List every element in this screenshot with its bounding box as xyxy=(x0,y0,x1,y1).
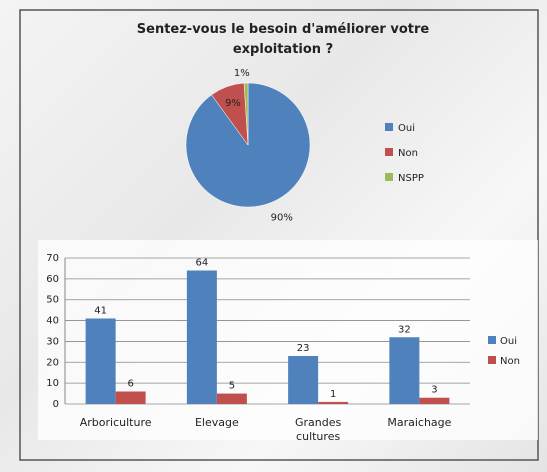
frame xyxy=(19,9,539,461)
y-tick-label: 40 xyxy=(46,316,59,327)
data-label: 1% xyxy=(234,68,250,79)
data-label: 5 xyxy=(229,381,235,392)
legend-swatch xyxy=(385,148,393,156)
data-label: 9% xyxy=(225,98,241,109)
legend-label: Oui xyxy=(500,336,517,347)
data-label: 32 xyxy=(398,324,411,335)
data-label: 64 xyxy=(196,258,209,269)
y-tick-label: 70 xyxy=(46,253,59,264)
bar xyxy=(186,270,217,404)
bar xyxy=(389,337,420,404)
bar xyxy=(318,401,349,404)
x-tick-label: Grandes cultures xyxy=(295,416,342,443)
data-label: 90% xyxy=(271,212,293,223)
data-label: 6 xyxy=(127,378,133,389)
bar xyxy=(85,318,116,404)
data-label: 41 xyxy=(94,305,107,316)
x-tick-label: Arboriculture xyxy=(79,416,152,429)
legend-label: NSPP xyxy=(398,173,424,184)
bar xyxy=(419,397,450,404)
y-tick-label: 30 xyxy=(46,336,59,347)
legend-swatch xyxy=(385,173,393,181)
bar xyxy=(115,391,146,404)
x-tick-label: Maraichage xyxy=(387,416,452,429)
pie-slice xyxy=(243,82,249,146)
bar xyxy=(288,356,319,404)
y-tick-label: 60 xyxy=(46,274,59,285)
y-tick-label: 0 xyxy=(53,399,59,410)
data-label: 23 xyxy=(297,343,310,354)
y-tick-label: 50 xyxy=(46,295,59,306)
legend-label: Oui xyxy=(398,123,415,134)
y-tick-label: 20 xyxy=(46,357,59,368)
legend-swatch xyxy=(385,123,393,131)
legend-swatch xyxy=(488,356,496,364)
legend-label: Non xyxy=(500,356,520,367)
data-label: 1 xyxy=(330,389,336,400)
bar-panel xyxy=(38,240,538,440)
legend-swatch xyxy=(488,336,496,344)
x-tick-label: Elevage xyxy=(194,416,239,429)
chart-title: Sentez-vous le besoin d'améliorer votre … xyxy=(136,22,430,57)
data-label: 3 xyxy=(431,385,437,396)
y-tick-label: 10 xyxy=(46,378,59,389)
legend-label: Non xyxy=(398,148,418,159)
bar xyxy=(216,393,247,404)
